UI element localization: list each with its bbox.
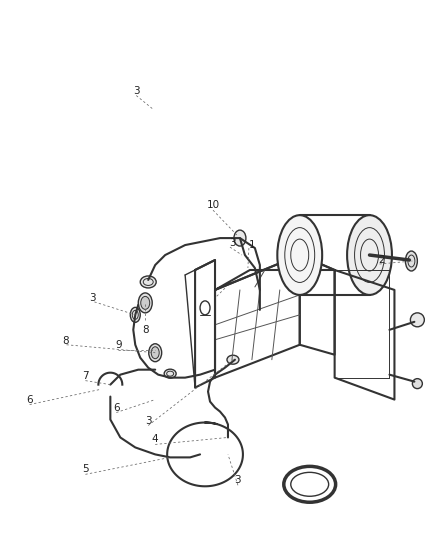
Text: 3: 3 xyxy=(89,293,96,303)
Text: 5: 5 xyxy=(82,464,89,474)
Text: 6: 6 xyxy=(113,402,120,413)
Text: 3: 3 xyxy=(145,416,152,425)
Ellipse shape xyxy=(227,355,239,364)
Ellipse shape xyxy=(406,251,417,271)
Text: 3: 3 xyxy=(230,238,236,248)
Text: 4: 4 xyxy=(152,434,159,445)
Ellipse shape xyxy=(141,296,150,309)
Text: 3: 3 xyxy=(235,475,241,486)
Text: 3: 3 xyxy=(133,86,140,95)
Ellipse shape xyxy=(149,344,162,362)
Ellipse shape xyxy=(130,308,140,322)
Ellipse shape xyxy=(151,347,159,359)
Ellipse shape xyxy=(164,369,176,378)
Ellipse shape xyxy=(234,230,246,246)
Text: 2: 2 xyxy=(378,255,385,265)
Ellipse shape xyxy=(140,276,156,288)
Ellipse shape xyxy=(347,215,392,295)
Text: 9: 9 xyxy=(115,340,122,350)
Ellipse shape xyxy=(138,293,152,313)
Text: 8: 8 xyxy=(142,325,148,335)
Text: 1: 1 xyxy=(249,240,255,250)
Text: 10: 10 xyxy=(206,200,219,210)
Text: 6: 6 xyxy=(26,394,33,405)
Ellipse shape xyxy=(413,378,422,389)
Text: 7: 7 xyxy=(82,370,89,381)
Ellipse shape xyxy=(277,215,322,295)
Ellipse shape xyxy=(410,313,424,327)
Text: 8: 8 xyxy=(62,336,69,346)
